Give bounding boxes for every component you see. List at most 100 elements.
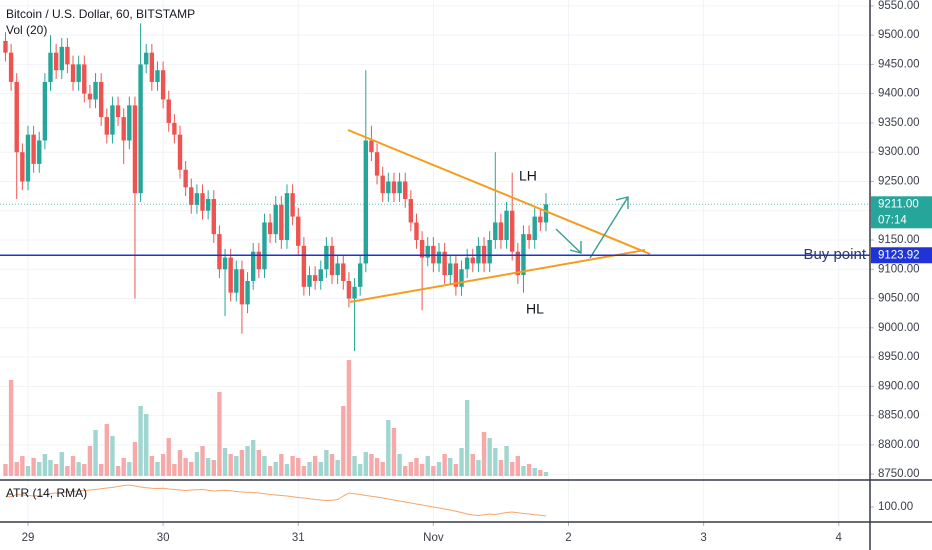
volume-bar	[132, 442, 138, 476]
volume-bar	[419, 464, 425, 476]
volume-bar	[217, 392, 222, 476]
arrow-head	[569, 241, 582, 254]
volume-bar	[200, 446, 205, 476]
candle-body	[403, 181, 408, 200]
volume-bar	[329, 454, 335, 476]
candle-layer	[3, 23, 549, 352]
volume-bar	[228, 454, 233, 476]
volume-bar	[115, 466, 121, 476]
candle-body	[3, 40, 8, 53]
candle-body	[408, 199, 414, 223]
candle-body	[504, 210, 509, 240]
y-tick-label: 8750.00	[878, 468, 920, 480]
volume-bar	[3, 464, 8, 476]
volume-bar	[172, 464, 177, 476]
x-tick-label: 31	[292, 532, 305, 544]
y-tick-label: 8950.00	[878, 351, 920, 363]
x-tick-label: 4	[836, 532, 843, 544]
candle-body	[127, 105, 132, 141]
volume-bar	[397, 454, 402, 476]
candle-body	[397, 181, 402, 194]
volume-bar	[37, 462, 42, 476]
candle-body	[464, 257, 470, 270]
volume-bar	[42, 454, 48, 476]
volume-bar	[425, 456, 430, 476]
volume-bar	[284, 464, 290, 476]
annotation: LH	[519, 168, 537, 184]
volume-bar	[470, 454, 475, 476]
candle-body	[301, 245, 307, 287]
candle-body	[386, 181, 391, 194]
volume-bar	[408, 462, 414, 476]
candle-body	[470, 257, 475, 264]
candle-body	[189, 187, 194, 205]
volume-bar	[290, 456, 295, 476]
candle-body	[65, 46, 70, 65]
y-tick-label: 8900.00	[878, 380, 920, 392]
volume-bar	[31, 458, 36, 476]
volume-bar	[357, 464, 363, 476]
candle-body	[538, 216, 543, 223]
candle-body	[25, 134, 31, 182]
candle-body	[380, 175, 385, 194]
y-tick-label: 9550.00	[878, 0, 920, 12]
candle-body	[352, 286, 357, 299]
y-tick-label: 9250.00	[878, 175, 920, 187]
buy-price-box	[871, 247, 932, 264]
y-tick-label: 9300.00	[878, 146, 920, 158]
candle-body	[459, 269, 464, 287]
candle-body	[290, 193, 295, 217]
candle-body	[442, 251, 447, 276]
candle-body	[53, 52, 59, 71]
volume-bar	[222, 448, 228, 476]
candle-body	[200, 193, 205, 211]
volume-bar	[346, 360, 352, 476]
volume-bar	[149, 456, 155, 476]
volume-bar	[144, 414, 149, 476]
candle-body	[357, 263, 363, 287]
candle-body	[526, 234, 532, 240]
candle-body	[436, 251, 442, 264]
candle-body	[453, 263, 459, 287]
volume-bar	[296, 458, 301, 476]
candle-body	[194, 193, 200, 205]
volume-bar	[177, 450, 183, 476]
candle-body	[346, 280, 352, 299]
candle-body	[228, 257, 233, 293]
candle-body	[70, 64, 76, 82]
candle-body	[42, 81, 48, 141]
volume-bar	[341, 406, 346, 476]
candle-body	[419, 240, 425, 258]
candle-body	[515, 251, 521, 276]
volume-bar	[76, 462, 81, 476]
candle-body	[532, 216, 537, 240]
candle-body	[267, 222, 273, 235]
candle-body	[279, 204, 284, 240]
volume-layer	[3, 360, 549, 476]
volume-bar	[93, 430, 98, 476]
volume-bar	[121, 458, 126, 476]
candle-body	[48, 52, 53, 82]
countdown-label: 07:14	[878, 214, 907, 226]
volume-bar	[521, 466, 526, 476]
y-tick-label: 9350.00	[878, 117, 920, 129]
volume-bar	[363, 452, 369, 476]
volume-bar	[245, 446, 250, 476]
volume-bar	[110, 436, 115, 476]
volume-bar	[14, 462, 19, 476]
candle-body	[217, 234, 222, 270]
volume-bar	[160, 454, 166, 476]
volume-bar	[459, 448, 464, 476]
x-tick-label: Nov	[423, 532, 444, 544]
volume-bar	[380, 462, 385, 476]
volume-label: Vol (20)	[6, 23, 47, 37]
volume-bar	[166, 438, 171, 476]
x-tick-label: 3	[700, 532, 706, 544]
atr-layer	[5, 484, 547, 517]
volume-bar	[65, 466, 70, 476]
y-tick-label: 8850.00	[878, 410, 920, 422]
volume-bar	[386, 420, 391, 476]
x-tick-label: 2	[565, 532, 571, 544]
volume-bar	[267, 466, 273, 476]
